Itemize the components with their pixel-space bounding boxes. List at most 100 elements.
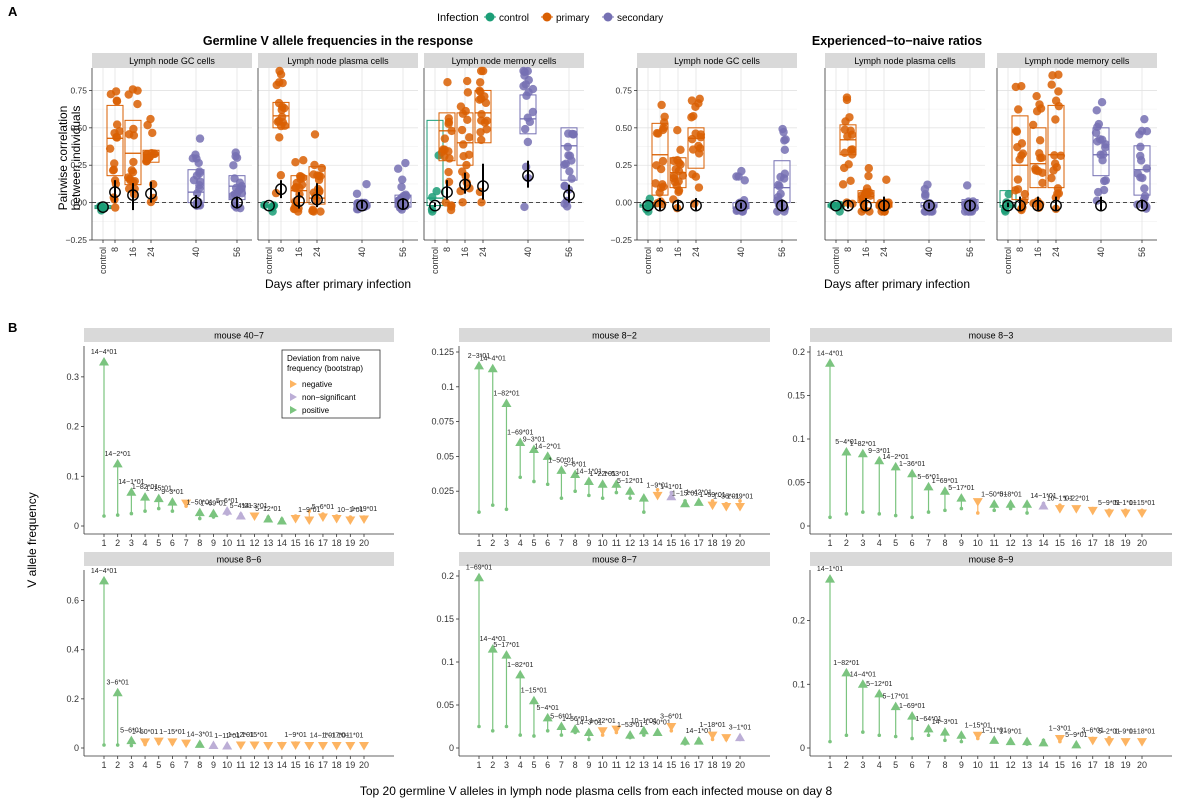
x-tick-label: 9: [959, 538, 964, 548]
allele-label: 1−19*01: [351, 506, 377, 513]
allele-label: 5−4*01: [536, 705, 558, 712]
box: [456, 112, 474, 166]
allele-marker: [528, 444, 539, 453]
box: [142, 149, 160, 163]
data-point: [1051, 96, 1061, 105]
x-tick-label: 1: [101, 538, 106, 548]
allele-marker: [972, 731, 983, 741]
allele-label: 1−50*01: [644, 720, 670, 727]
allele-marker: [235, 511, 246, 520]
x-tick-label: 9: [959, 760, 964, 770]
allele-label: 1−18*01: [1129, 729, 1155, 736]
allele-label: 1−1*01: [660, 484, 682, 491]
allele-marker: [1104, 509, 1115, 518]
facet-a-0-0: Lymph node GC cells control 8 16 24 40 56: [91, 53, 252, 274]
data-point: [673, 126, 682, 135]
data-point: [840, 148, 849, 158]
y-tick-label: 0.1: [66, 471, 79, 481]
naive-point: [943, 738, 947, 743]
data-point: [463, 115, 472, 124]
data-point: [314, 175, 324, 185]
data-point: [463, 88, 473, 97]
naive-point: [587, 737, 591, 742]
x-tick-label: 40: [924, 247, 934, 257]
allele-label: 1−36*01: [899, 461, 925, 468]
data-point: [105, 144, 115, 153]
data-point: [476, 66, 486, 76]
naive-point: [477, 724, 481, 729]
data-point: [567, 174, 576, 183]
group-title: Germline V allele frequencies in the res…: [203, 34, 473, 48]
data-point: [521, 162, 531, 172]
x-tick-label: 4: [143, 760, 148, 770]
point-estimate: [776, 199, 788, 212]
data-point: [477, 198, 486, 207]
data-point: [352, 189, 362, 198]
allele-label: 1−9*01: [1114, 729, 1136, 736]
data-point: [1136, 142, 1145, 152]
x-tick-label: 12: [1006, 538, 1016, 548]
x-tick-label: 14: [653, 538, 663, 548]
legend-marker-positive: [290, 406, 297, 414]
data-point: [1004, 189, 1013, 199]
legend-marker-negative: [290, 380, 297, 388]
x-tick-label: 56: [777, 247, 787, 257]
allele-label: 14−3*01: [187, 731, 213, 738]
data-point: [1051, 115, 1060, 124]
y-tick-label: 0.15: [436, 614, 454, 624]
allele-marker: [874, 455, 885, 465]
data-point: [525, 117, 535, 127]
naive-point: [170, 509, 175, 513]
x-tick-label: 11: [236, 538, 245, 548]
data-point: [839, 163, 849, 173]
allele-marker: [556, 465, 567, 474]
data-point: [775, 182, 784, 191]
x-tick-label: 5: [531, 538, 536, 548]
allele-marker: [99, 356, 109, 366]
allele-label: 3−6*01: [660, 714, 682, 721]
point-estimate: [1136, 199, 1148, 212]
allele-marker: [939, 727, 950, 736]
facet-strip-label: Lymph node memory cells: [452, 56, 557, 66]
naive-point: [861, 510, 865, 514]
allele-marker: [317, 742, 328, 751]
data-point: [443, 78, 452, 87]
data-point: [1038, 178, 1047, 188]
x-tick-label: 13: [263, 538, 273, 548]
data-point: [567, 156, 576, 165]
allele-marker: [194, 507, 205, 517]
y-tick-label: 0.50: [615, 123, 632, 133]
data-point: [659, 123, 668, 132]
x-tick-label: 2: [490, 760, 495, 770]
allele-marker: [652, 491, 663, 501]
legend-title: Infection: [437, 12, 479, 24]
allele-label: 14−3*01: [576, 720, 602, 727]
data-point: [780, 145, 790, 155]
data-point: [428, 207, 437, 216]
point-estimate: [477, 180, 489, 193]
y-tick-label: 0.05: [787, 478, 805, 488]
allele-marker: [263, 514, 274, 523]
point-estimate: [735, 199, 747, 212]
naive-point: [828, 515, 832, 520]
allele-label: 14−2*01: [105, 451, 131, 458]
naive-point: [1025, 511, 1029, 515]
data-point: [882, 175, 891, 184]
naive-point: [129, 743, 134, 748]
allele-marker: [1038, 737, 1049, 747]
facet-a-0-2: Lymph node memory cells control 8 16 24 40 56: [423, 53, 584, 274]
allele-label: 3−6*01: [106, 680, 128, 687]
legend-item-label: positive: [302, 406, 330, 415]
x-tick-label: 8: [442, 247, 452, 252]
data-point: [694, 141, 703, 151]
data-point: [428, 193, 437, 202]
naive-point: [115, 513, 120, 517]
allele-marker: [956, 730, 967, 739]
naive-point: [844, 733, 849, 738]
data-point: [362, 179, 371, 189]
allele-label: 9−3*01: [523, 436, 545, 443]
y-tick-label: 0.2: [66, 694, 79, 704]
data-point: [444, 167, 453, 177]
x-tick-label: 8: [110, 247, 120, 252]
